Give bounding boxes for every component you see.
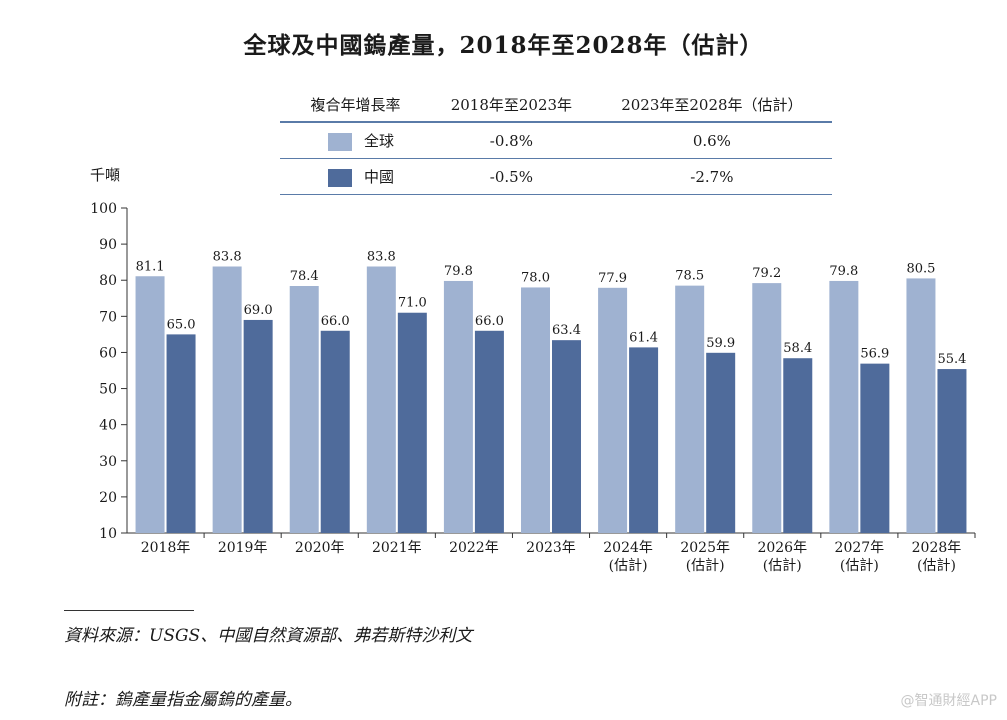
- data-label: 71.0: [398, 296, 427, 311]
- y-tick-label: 30: [99, 454, 117, 470]
- x-tick-label: 2018年: [141, 540, 191, 556]
- bar-china: [783, 358, 813, 533]
- bar-global: [135, 276, 165, 533]
- data-label: 66.0: [321, 314, 350, 329]
- x-tick-label: 2023年: [526, 540, 576, 556]
- bar-china: [320, 330, 350, 533]
- watermark: @智通財經APP: [900, 693, 997, 709]
- data-label: 83.8: [213, 250, 242, 265]
- y-tick-label: 10: [99, 526, 117, 542]
- cagr-value: 0.6%: [591, 122, 832, 159]
- cagr-header-row: 複合年增長率 2018年至2023年 2023年至2028年（估計）: [280, 90, 832, 123]
- bar-chart: 千噸 10 20 30 40 50 60 70 80 90 100 81.1 65.0 2018年 83.8…: [90, 166, 976, 574]
- bar-global: [366, 266, 396, 533]
- legend-label-china: 中國: [364, 168, 395, 186]
- data-label: 78.5: [675, 269, 704, 284]
- data-label: 59.9: [706, 336, 735, 351]
- data-label: 78.0: [521, 270, 550, 285]
- data-label: 58.4: [783, 341, 812, 356]
- bar-china: [397, 312, 427, 533]
- x-tick-label: 2025年: [680, 540, 730, 556]
- x-tick-label: (估計): [686, 558, 725, 574]
- bar-china: [552, 340, 581, 533]
- x-tick-label: 2028年: [912, 540, 962, 556]
- chart-title: 全球及中國鎢產量，2018年至2028年（估計）: [243, 32, 764, 59]
- x-tick-label: 2022年: [449, 540, 499, 556]
- footnote: 附註：鎢產量指金屬鎢的產量。: [64, 690, 302, 710]
- bar-global: [906, 278, 936, 533]
- x-tick-label: 2027年: [835, 540, 885, 556]
- data-label: 83.8: [367, 250, 396, 265]
- source-note: 資料來源：USGS、中國自然資源部、弗若斯特沙利文: [64, 626, 473, 646]
- x-tick-label: (估計): [917, 558, 956, 574]
- y-tick-label: 80: [99, 273, 117, 289]
- y-tick-label: 20: [99, 490, 117, 506]
- cagr-header-label: 複合年增長率: [280, 90, 432, 123]
- y-tick-label: 70: [99, 309, 117, 325]
- x-tick-label: (估計): [763, 558, 802, 574]
- source-divider: [64, 610, 194, 611]
- bar-china: [166, 334, 196, 533]
- legend-swatch-china: [328, 169, 352, 187]
- cagr-header-period-2: 2023年至2028年（估計）: [591, 90, 832, 123]
- bar-china: [860, 363, 890, 533]
- data-label: 77.9: [598, 271, 627, 286]
- legend-label-global: 全球: [364, 132, 395, 150]
- data-label: 78.4: [290, 269, 319, 284]
- cagr-row-global: 全球 -0.8% 0.6%: [280, 122, 832, 159]
- y-tick-label: 100: [90, 201, 117, 217]
- bar-global: [752, 283, 782, 533]
- x-tick-label: 2021年: [372, 540, 422, 556]
- data-label: 81.1: [136, 259, 165, 274]
- x-tick-label: 2026年: [757, 540, 807, 556]
- cagr-row-label: 中國: [280, 158, 432, 195]
- bar-global: [289, 286, 319, 533]
- data-label: 69.0: [244, 303, 273, 318]
- data-label: 56.9: [860, 347, 889, 362]
- bar-global: [521, 287, 550, 533]
- cagr-header-period-1: 2018年至2023年: [431, 90, 592, 123]
- y-tick-label: 50: [99, 382, 117, 398]
- data-label: 55.4: [937, 352, 966, 367]
- x-tick-label: 2019年: [218, 540, 268, 556]
- bar-global: [443, 280, 473, 533]
- legend-swatch-global: [328, 133, 352, 151]
- cagr-row-label: 全球: [280, 122, 432, 159]
- cagr-value: -0.8%: [431, 122, 592, 159]
- x-tick-label: 2020年: [295, 540, 345, 556]
- bar-global: [829, 280, 859, 533]
- x-tick-label: 2024年: [603, 540, 653, 556]
- y-tick-label: 60: [99, 345, 117, 361]
- data-label: 80.5: [906, 261, 935, 276]
- bar-china: [937, 369, 967, 533]
- bar-china: [706, 352, 736, 533]
- data-label: 79.2: [752, 266, 781, 281]
- y-tick-label: 40: [99, 418, 117, 434]
- x-tick-label: (估計): [609, 558, 648, 574]
- bar-global: [675, 285, 705, 533]
- cagr-value: -2.7%: [591, 158, 832, 195]
- cagr-table: 複合年增長率 2018年至2023年 2023年至2028年（估計） 全球 -0…: [280, 90, 832, 195]
- cagr-row-china: 中國 -0.5% -2.7%: [280, 158, 832, 195]
- bar-china: [243, 319, 273, 533]
- data-label: 65.0: [167, 317, 196, 332]
- bar-global: [598, 287, 628, 533]
- x-tick-label: (估計): [840, 558, 879, 574]
- cagr-value: -0.5%: [431, 158, 592, 195]
- data-label: 63.4: [552, 323, 581, 338]
- y-axis-label: 千噸: [90, 166, 120, 184]
- data-label: 79.8: [829, 264, 858, 279]
- bar-china: [474, 330, 504, 533]
- bar-china: [629, 347, 659, 533]
- y-tick-label: 90: [99, 237, 117, 253]
- data-label: 79.8: [444, 264, 473, 279]
- data-label: 66.0: [475, 314, 504, 329]
- bar-global: [212, 266, 242, 533]
- data-label: 61.4: [629, 330, 658, 345]
